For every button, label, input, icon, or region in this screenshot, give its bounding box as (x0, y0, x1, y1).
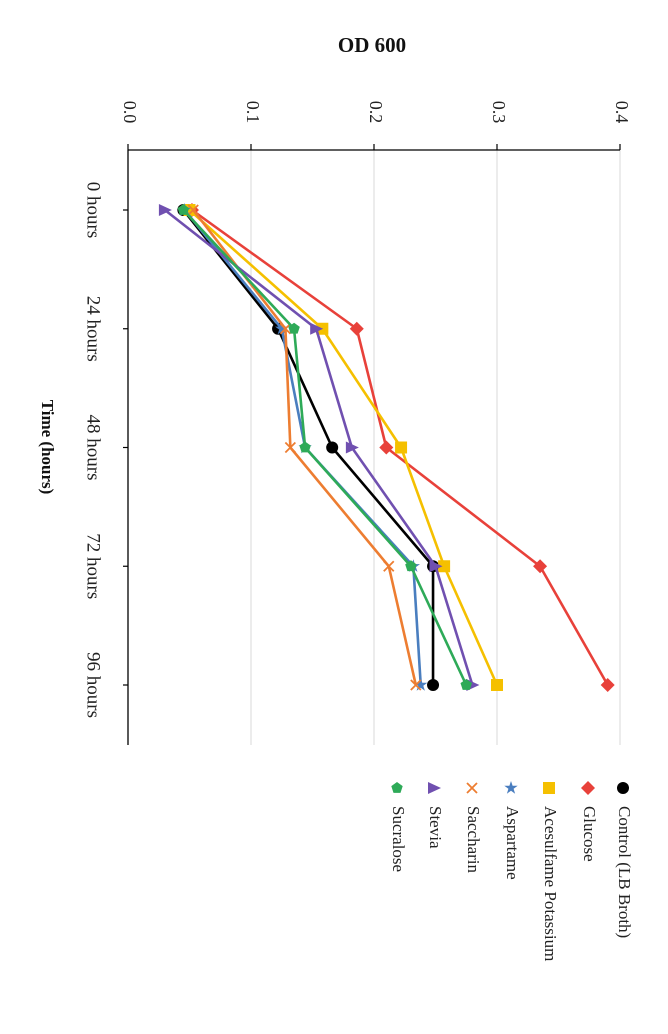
value-tick-label: 0.1 (243, 101, 263, 124)
x-axis-label: Time (hours) (38, 400, 57, 495)
tick-labels: 0.0 0.1 0.2 0.3 0.4 0 hours 24 hours 48 hours 72… (83, 101, 632, 718)
data-point (427, 679, 440, 691)
data-point (466, 782, 478, 794)
data-point (349, 321, 364, 336)
legend-label: Aspartame (503, 806, 522, 880)
data-point (460, 679, 472, 690)
data-point (600, 678, 615, 692)
legend-label: Stevia (426, 806, 445, 849)
data-point (414, 678, 428, 691)
data-point (543, 782, 555, 794)
category-tick-label: 72 hours (83, 533, 104, 599)
value-tick-label: 0.3 (489, 101, 509, 124)
data-point (284, 441, 296, 454)
data-point (581, 781, 595, 795)
series-layer (158, 203, 615, 692)
data-point (491, 679, 503, 691)
data-point (617, 782, 629, 794)
data-point (391, 782, 403, 793)
data-point (279, 323, 292, 335)
category-tick-label: 24 hours (83, 296, 104, 362)
data-point (310, 322, 324, 335)
data-point (187, 204, 199, 216)
axes (123, 144, 621, 745)
value-tick-label: 0.4 (612, 101, 632, 124)
data-point (438, 560, 451, 573)
data-point (288, 322, 300, 334)
data-point (504, 781, 518, 794)
data-point (383, 560, 395, 572)
chart-title: OD 600 (338, 33, 406, 57)
data-point (395, 441, 408, 454)
series-line (164, 208, 474, 686)
data-point (533, 559, 548, 574)
value-tick-label: 0.2 (366, 101, 386, 124)
data-point (299, 441, 311, 453)
legend-label: Acesulfame Potassium (541, 806, 560, 961)
legend-label: Saccharin (464, 806, 483, 874)
legend-label: Sucralose (389, 806, 408, 872)
series-line (182, 209, 468, 686)
legend-label: Glucose (580, 806, 599, 862)
data-point (429, 560, 443, 573)
gridlines (250, 150, 621, 745)
category-tick-label: 96 hours (83, 652, 104, 718)
value-tick-label: 0.0 (120, 101, 140, 124)
data-point (177, 204, 190, 215)
category-tick-label: 0 hours (83, 182, 104, 238)
data-point (410, 679, 422, 691)
data-point (326, 441, 339, 454)
legend-label: Control (LB Broth) (615, 806, 634, 938)
data-point (405, 560, 417, 572)
legend: Control (LB Broth) Glucose Acesulfame Pota… (389, 781, 634, 961)
data-point (379, 440, 394, 455)
data-point (158, 204, 172, 216)
x-axis-label-group: Time (hours) (38, 400, 57, 495)
data-point (428, 782, 441, 794)
category-tick-label: 48 hours (83, 415, 104, 481)
data-point (275, 321, 289, 335)
data-point (345, 441, 359, 454)
